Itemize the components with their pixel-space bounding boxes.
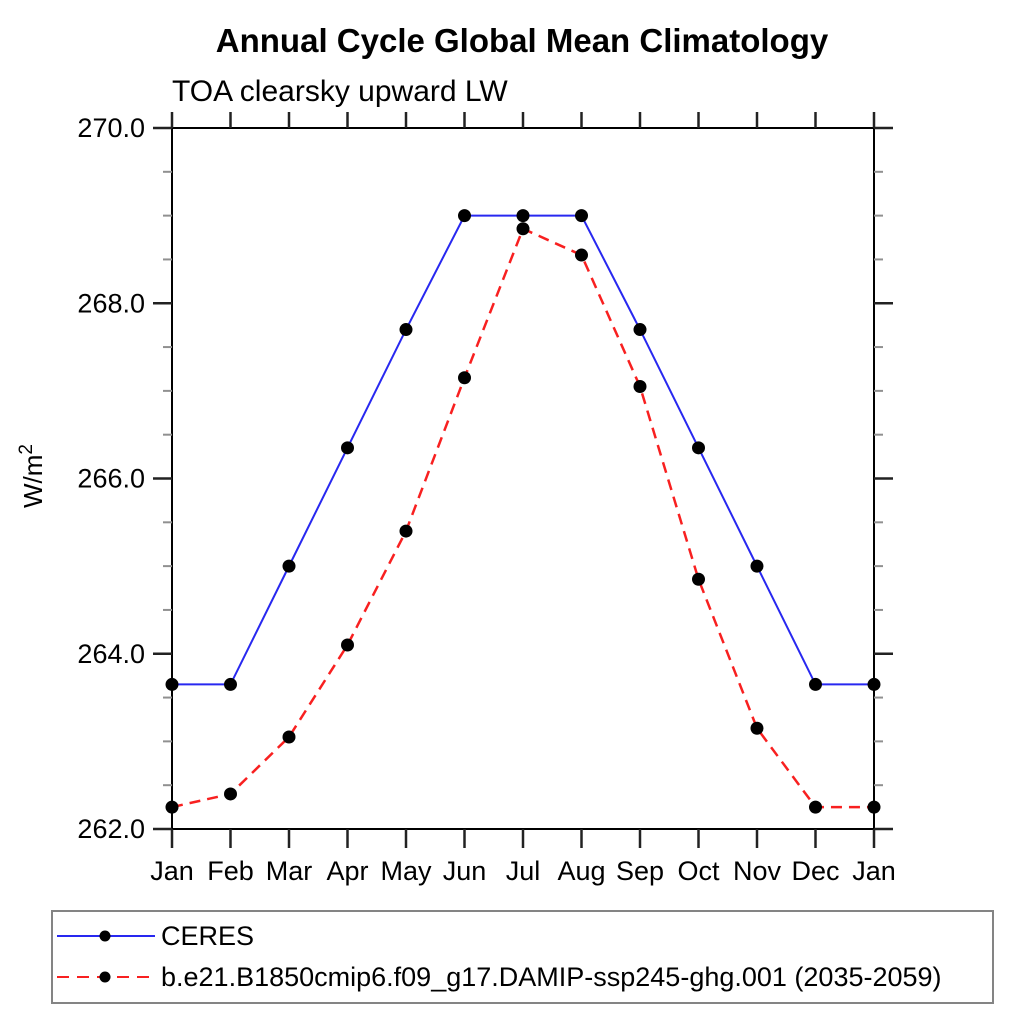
y-tick-label: 266.0 [77, 464, 145, 494]
ceres-data-point [575, 209, 588, 223]
model-data-point [341, 638, 354, 652]
x-tick-label: May [380, 856, 432, 886]
legend-model-marker-icon [99, 971, 111, 983]
chart-subtitle: TOA clearsky upward LW [172, 75, 508, 108]
x-tick-label: Sep [616, 856, 664, 886]
x-tick-label: Jan [852, 856, 896, 886]
x-tick-label: Oct [677, 856, 720, 886]
y-tick-label: 270.0 [77, 113, 145, 143]
ceres-data-point [282, 559, 296, 573]
chart-title: Annual Cycle Global Mean Climatology [216, 22, 829, 59]
ceres-data-point [750, 559, 764, 573]
model-data-point [809, 800, 822, 814]
x-tick-label: Jul [506, 856, 541, 886]
x-tick-label: Jan [150, 856, 194, 886]
ceres-series-line [172, 214, 874, 686]
model-data-point [867, 800, 881, 814]
ceres-data-point [867, 677, 881, 691]
ceres-data-point [399, 323, 413, 337]
x-tick-label: Apr [326, 856, 368, 886]
ceres-data-point [458, 209, 471, 223]
x-tick-label: Jun [443, 856, 487, 886]
y-tick-label: 268.0 [77, 288, 145, 318]
y-axis-label-exponent: 2 [16, 444, 37, 455]
model-data-point [458, 371, 471, 385]
model-data-point [224, 787, 237, 801]
y-tick-label: 262.0 [77, 814, 145, 844]
model-data-point [516, 222, 530, 236]
y-axis-label: W/m2 [16, 444, 48, 508]
model-data-point [750, 721, 764, 735]
x-tick-label: Dec [791, 856, 839, 886]
model-data-point [399, 524, 413, 538]
y-tick-label: 264.0 [77, 639, 145, 669]
model-series-line [171, 227, 874, 809]
model-data-point [575, 248, 588, 262]
model-data-point [282, 730, 296, 744]
ceres-data-point [224, 677, 237, 691]
legend-border [51, 910, 994, 1004]
legend-ceres-marker-icon [99, 930, 111, 942]
legend-model-label: b.e21.B1850cmip6.f09_g17.DAMIP-ssp245-gh… [161, 962, 942, 992]
plot-area: 262.0 264.0 266.0 268.0 270.0 Jan Feb Mar Apr May… [77, 112, 896, 886]
ceres-data-point [809, 677, 822, 691]
ceres-data-point [692, 441, 705, 455]
legend-box: CERES b.e21.B1850cmip6.f09_g17.DAMIP-ssp… [51, 910, 994, 1004]
ceres-data-point [165, 677, 179, 691]
model-data-point [692, 572, 705, 586]
ceres-data-point [633, 323, 647, 337]
ceres-data-point [516, 209, 530, 223]
x-tick-label: Nov [733, 856, 782, 886]
model-data-point [633, 379, 647, 393]
y-axis-label-base: W/m [18, 455, 48, 508]
x-tick-label: Aug [557, 856, 605, 886]
model-data-point [165, 800, 179, 814]
legend-ceres-label: CERES [161, 921, 254, 951]
ceres-data-point [341, 441, 354, 455]
x-tick-label: Feb [207, 856, 254, 886]
x-tick-label: Mar [266, 856, 313, 886]
